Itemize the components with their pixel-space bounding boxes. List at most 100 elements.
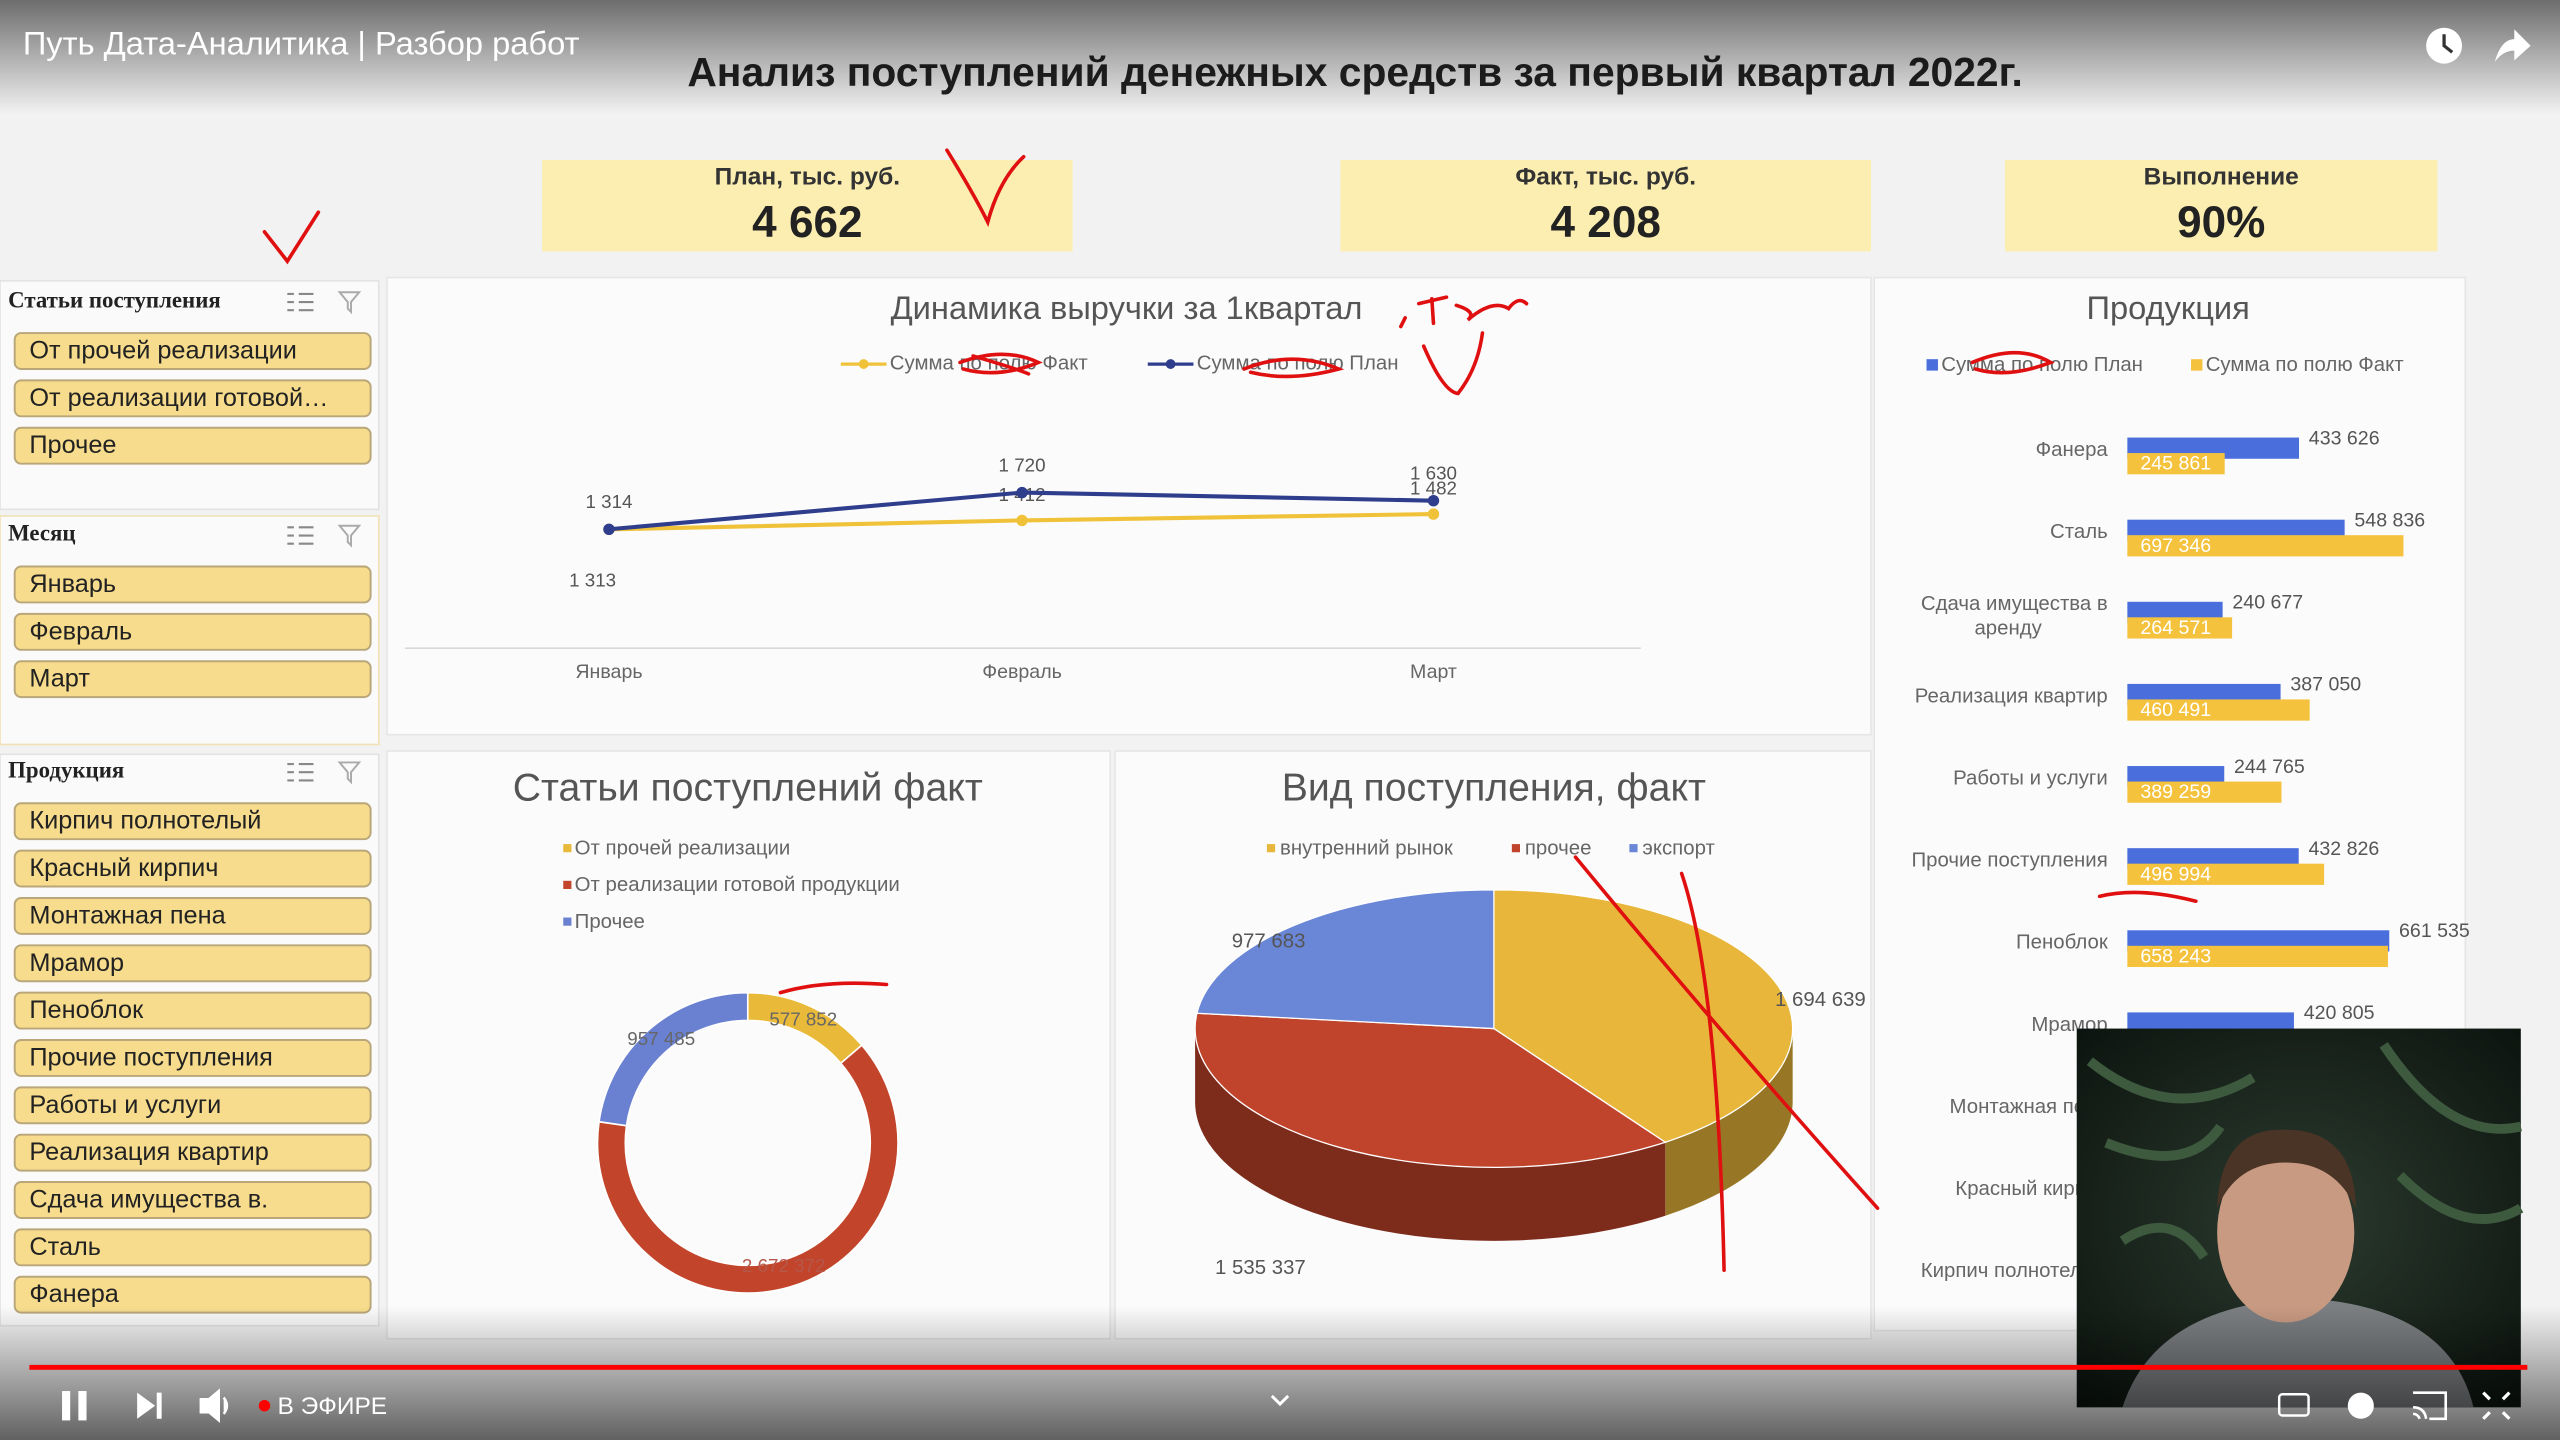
slicer-title: Статьи поступления — [8, 287, 221, 312]
y-tick-label: Прочие поступления — [1912, 850, 2108, 872]
annotations — [262, 148, 2198, 1272]
data-label: 661 535 — [2399, 920, 2470, 942]
annotation-scribble — [1242, 357, 1345, 379]
point — [1016, 514, 1028, 527]
next-button[interactable] — [137, 1392, 162, 1419]
slicer-item[interactable] — [13, 612, 372, 651]
slicer-item[interactable] — [13, 660, 372, 699]
slicer-item[interactable] — [13, 1133, 372, 1172]
bar — [2127, 945, 2388, 968]
annotation-scribble — [1970, 350, 2055, 375]
slicer-item[interactable] — [13, 426, 372, 465]
data-label: 1 694 639 — [1775, 989, 1866, 1011]
slicer-item[interactable] — [13, 379, 372, 418]
player-top-fade — [0, 0, 2560, 115]
data-label: 240 677 — [2232, 592, 2303, 614]
legend-label: Сумма по полю Факт — [890, 352, 1088, 374]
annotation-line — [1573, 855, 1880, 1210]
y-tick-label: Реализация квартир — [1915, 685, 2108, 707]
x-tick-label: Март — [1410, 661, 1457, 683]
bar — [2127, 699, 2310, 721]
progress-bar[interactable] — [29, 1364, 2528, 1370]
clear-filter-icon[interactable] — [337, 761, 362, 785]
legend-marker — [858, 359, 869, 369]
player-bottom-fade — [0, 1306, 2560, 1440]
legend-label: Сумма по полю Факт — [2206, 354, 2404, 376]
settings-button[interactable] — [2347, 1392, 2374, 1419]
slicer-item-label: Фанера — [29, 1280, 119, 1308]
data-label: 432 826 — [2309, 838, 2380, 860]
slicer-item[interactable] — [13, 991, 372, 1030]
slicer-item-label: Работы и услуги — [29, 1091, 221, 1119]
slicer-item[interactable] — [13, 849, 372, 888]
chart-panel — [386, 276, 1872, 736]
clear-filter-icon[interactable] — [337, 291, 362, 315]
cast-button[interactable] — [2412, 1391, 2448, 1421]
multiselect-icon[interactable] — [287, 763, 314, 782]
y-tick-label: Фанера — [2036, 439, 2109, 461]
data-label: 460 491 — [2140, 699, 2211, 721]
annotation-line — [778, 981, 889, 995]
data-label: 1 535 337 — [1215, 1257, 1306, 1279]
data-label: 420 805 — [2304, 1002, 2375, 1024]
slicer-item-label: Красный кирпич — [29, 854, 218, 882]
y-tick-label: Сталь — [2050, 521, 2108, 543]
live-label[interactable]: В ЭФИРЕ — [278, 1393, 388, 1420]
data-label: 2 672 372 — [742, 1255, 825, 1276]
pause-button[interactable] — [62, 1391, 87, 1421]
data-label: 387 050 — [2290, 674, 2361, 696]
slicer-item[interactable] — [13, 565, 372, 604]
exit-fullscreen-button[interactable] — [2482, 1391, 2511, 1420]
slicer-item[interactable] — [13, 1039, 372, 1077]
slicer-item[interactable] — [13, 896, 372, 935]
slicer-item-label: Мрамор — [29, 949, 124, 977]
annotation-scribble — [958, 352, 1043, 376]
watch-later[interactable] — [2426, 27, 2463, 64]
slicer-item-label: Прочее — [29, 431, 116, 459]
clear-filter-icon[interactable] — [337, 524, 362, 548]
slicer-item[interactable] — [13, 1228, 372, 1267]
kpi-card — [542, 160, 1073, 252]
chart-title: Статьи поступлений факт — [513, 767, 983, 810]
subtitles-button[interactable] — [2277, 1393, 2310, 1417]
data-label: 433 626 — [2309, 427, 2380, 449]
data-label: 264 571 — [2140, 617, 2211, 639]
point — [1427, 494, 1440, 507]
legend-swatch — [563, 844, 572, 853]
legend-label: От прочей реализации — [575, 837, 791, 859]
slicer-title: Месяц — [8, 521, 75, 546]
multiselect-icon[interactable] — [287, 526, 314, 545]
live-dot — [258, 1400, 271, 1412]
share-button[interactable] — [2494, 29, 2531, 63]
bar — [2127, 863, 2325, 885]
slicer-item[interactable] — [13, 332, 372, 370]
chart-title: Продукция — [2087, 289, 2250, 326]
chart-panel — [386, 750, 1112, 1340]
pie-side — [1665, 1028, 1793, 1216]
volume-button[interactable] — [199, 1388, 229, 1424]
slicer-item-label: Пеноблок — [29, 996, 144, 1024]
slicer-item[interactable] — [13, 944, 372, 983]
pie-slice — [1194, 1012, 1667, 1168]
kpi-value: 4 662 — [752, 198, 862, 247]
chevron[interactable] — [1270, 1394, 1290, 1407]
data-label: 1 482 — [1410, 478, 1457, 499]
data-label: 697 346 — [2140, 535, 2211, 557]
legend-swatch — [1926, 359, 1938, 371]
legend-swatch — [1629, 844, 1638, 853]
pie-slice — [1493, 889, 1794, 1143]
annotation-line — [1679, 871, 1726, 1272]
slicer-item-label: Прочие поступления — [29, 1043, 272, 1071]
pie-side — [1195, 1028, 1666, 1241]
annotation-check — [262, 210, 321, 265]
y-tick-label: Работы и услуги — [1953, 767, 2108, 789]
slicer-item[interactable] — [13, 1181, 372, 1219]
multiselect-icon[interactable] — [287, 292, 314, 312]
slicer-item-label: Сталь — [29, 1233, 101, 1261]
chart-title: Вид поступления, факт — [1282, 767, 1706, 810]
y-tick-label: Монтажная пена — [1950, 1096, 2109, 1118]
slicer-item[interactable] — [13, 802, 372, 841]
slicer-item[interactable] — [13, 1086, 372, 1125]
